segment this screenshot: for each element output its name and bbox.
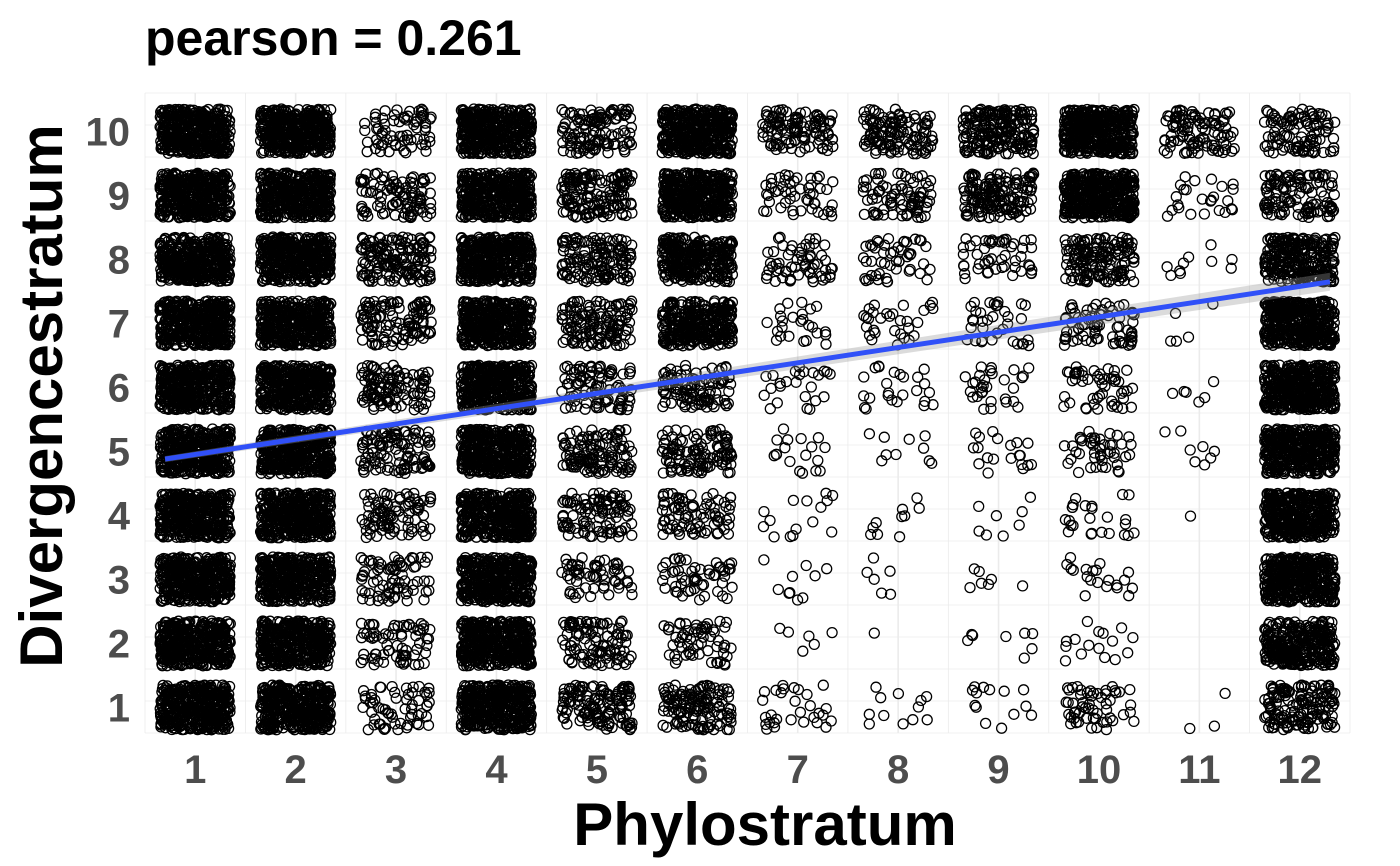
data-point	[897, 718, 909, 730]
data-point	[785, 714, 797, 726]
data-point	[421, 699, 433, 712]
data-point	[1184, 722, 1196, 735]
data-point	[1106, 635, 1119, 647]
data-point	[1127, 631, 1139, 644]
data-point	[870, 681, 882, 693]
data-point	[184, 691, 196, 703]
data-point	[206, 684, 219, 696]
data-point	[797, 645, 809, 657]
data-point	[187, 697, 199, 709]
data-point	[1026, 643, 1038, 655]
data-point	[983, 684, 996, 696]
data-point	[201, 694, 213, 707]
data-point	[156, 697, 168, 710]
data-point	[1025, 709, 1038, 721]
data-point	[998, 685, 1010, 697]
data-point	[912, 701, 925, 713]
chart-title: pearson = 0.261	[145, 8, 522, 68]
data-point	[213, 716, 225, 728]
data-point	[1075, 648, 1088, 660]
data-point	[155, 721, 167, 733]
data-point	[184, 684, 196, 696]
data-point	[162, 688, 174, 700]
points-layer	[154, 103, 1341, 736]
data-point	[1081, 615, 1094, 628]
data-point	[808, 638, 820, 651]
data-point	[222, 692, 234, 704]
data-point	[210, 705, 222, 717]
data-point	[867, 552, 880, 564]
data-point	[921, 714, 933, 726]
data-point	[173, 686, 186, 698]
data-point	[192, 698, 204, 711]
data-point	[863, 718, 875, 730]
data-point	[1109, 653, 1121, 666]
data-point	[1128, 715, 1140, 728]
data-point	[375, 681, 387, 694]
data-point	[1020, 700, 1032, 712]
data-point	[1124, 683, 1136, 696]
data-point	[218, 683, 230, 695]
data-point	[809, 570, 821, 582]
data-point	[419, 647, 432, 659]
data-point	[170, 722, 182, 735]
data-point	[202, 721, 214, 733]
data-point	[205, 724, 218, 736]
data-point	[203, 681, 215, 693]
data-point	[187, 714, 199, 727]
data-point	[159, 691, 171, 703]
data-point	[821, 563, 833, 575]
data-point	[782, 626, 795, 638]
data-point	[401, 595, 413, 607]
data-point	[1008, 708, 1020, 720]
data-point	[217, 719, 229, 731]
data-point	[1083, 639, 1095, 651]
data-point	[217, 723, 229, 735]
data-point	[1107, 715, 1119, 727]
data-point	[1017, 684, 1030, 696]
data-point	[863, 708, 875, 720]
data-point	[884, 565, 896, 577]
data-point	[798, 716, 810, 728]
data-point	[202, 713, 214, 725]
data-point	[907, 714, 919, 726]
data-point	[702, 645, 714, 657]
data-point	[1208, 720, 1221, 732]
data-point	[1117, 709, 1130, 721]
data-point	[804, 700, 816, 712]
data-point	[1219, 687, 1231, 700]
data-point	[622, 565, 635, 577]
data-point	[800, 559, 812, 572]
data-point	[1099, 651, 1111, 664]
data-point	[794, 706, 807, 718]
data-point	[1115, 622, 1128, 634]
data-point	[801, 688, 813, 701]
data-point	[758, 554, 770, 566]
data-point	[1100, 704, 1113, 716]
data-point	[825, 715, 837, 727]
data-point	[355, 552, 367, 564]
data-point	[175, 697, 187, 709]
data-point	[157, 708, 170, 721]
data-point	[772, 583, 784, 596]
data-point	[166, 710, 178, 722]
data-point	[158, 684, 170, 697]
data-point	[1018, 652, 1030, 664]
data-point	[1122, 647, 1134, 659]
data-point	[214, 701, 226, 714]
data-point	[878, 709, 890, 722]
data-point	[1000, 630, 1012, 643]
data-point	[216, 691, 228, 703]
data-point	[603, 589, 615, 601]
data-point	[979, 717, 992, 730]
data-point	[784, 587, 796, 599]
data-point	[1059, 655, 1072, 667]
data-point	[826, 626, 838, 639]
data-point	[726, 581, 738, 593]
data-point	[817, 679, 829, 691]
